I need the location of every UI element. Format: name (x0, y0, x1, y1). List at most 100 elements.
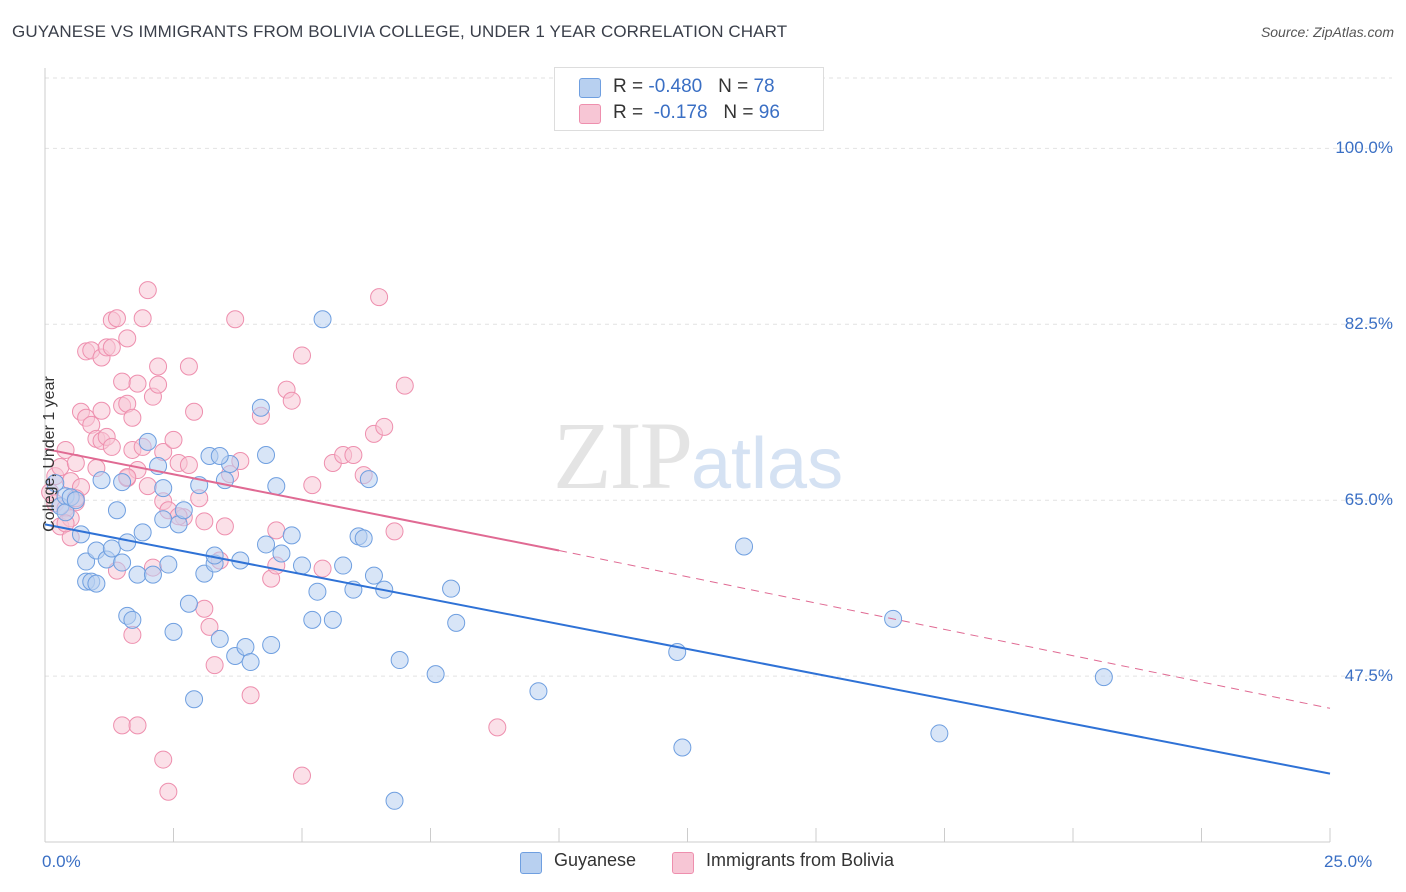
point-bolivia (267, 521, 286, 540)
point-bolivia (179, 357, 198, 376)
point-bolivia (123, 625, 142, 644)
point-guyanese (241, 653, 260, 672)
trendline-bolivia (44, 447, 560, 552)
point-bolivia (205, 656, 224, 675)
r-label: R = (613, 102, 649, 123)
legend-label-bolivia: Immigrants from Bolivia (706, 850, 895, 870)
point-bolivia (293, 346, 311, 365)
point-guyanese (282, 526, 301, 545)
point-guyanese (308, 582, 327, 601)
legend-row-bolivia: R = -0.178 N = 96 (613, 102, 780, 124)
point-bolivia (138, 281, 157, 300)
point-bolivia (370, 288, 389, 307)
point-guyanese (143, 565, 162, 584)
chart-title: GUYANESE VS IMMIGRANTS FROM BOLIVIA COLL… (12, 22, 788, 41)
point-guyanese (267, 477, 286, 496)
point-guyanese (447, 613, 466, 632)
correlation-legend: R = -0.480 N = 78 R = -0.178 N = 96 (554, 67, 824, 131)
point-guyanese (210, 629, 229, 648)
point-guyanese (138, 432, 157, 451)
y-tick-label: 65.0% (1344, 490, 1393, 510)
point-guyanese (930, 724, 949, 743)
point-bolivia (92, 401, 111, 420)
point-bolivia (488, 718, 507, 737)
point-bolivia (200, 617, 219, 636)
point-bolivia (303, 476, 322, 495)
n-label: N = (718, 76, 754, 97)
point-bolivia (344, 445, 363, 464)
point-guyanese (293, 556, 311, 575)
point-bolivia (123, 408, 142, 427)
point-guyanese (364, 566, 383, 585)
point-guyanese (390, 651, 409, 670)
x-tick-label-min: 0.0% (42, 852, 81, 871)
trendline-guyanese (44, 523, 1331, 775)
point-bolivia (293, 766, 311, 785)
n-label: N = (723, 102, 759, 123)
point-bolivia (102, 437, 121, 456)
point-guyanese (529, 682, 548, 701)
point-guyanese (66, 491, 85, 510)
point-bolivia (395, 376, 414, 395)
point-bolivia (215, 517, 234, 536)
point-guyanese (323, 610, 342, 629)
n-value: 78 (753, 76, 775, 97)
point-guyanese (257, 445, 276, 464)
point-guyanese (251, 398, 270, 417)
point-guyanese (87, 574, 106, 593)
r-value: -0.178 (653, 102, 708, 123)
point-bolivia (241, 686, 260, 705)
point-guyanese (359, 470, 378, 489)
point-guyanese (123, 610, 142, 629)
point-bolivia (149, 375, 168, 394)
r-label: R = (613, 76, 649, 97)
point-bolivia (149, 357, 168, 376)
y-axis-title: College, Under 1 year (41, 376, 58, 532)
point-guyanese (46, 474, 65, 493)
legend-row-guyanese: R = -0.480 N = 78 (613, 76, 775, 98)
point-guyanese (113, 473, 132, 492)
point-bolivia (226, 310, 245, 329)
point-bolivia (133, 309, 152, 328)
guyanese-legend-swatch (520, 852, 542, 874)
point-guyanese (154, 479, 173, 498)
point-bolivia (159, 782, 178, 801)
point-guyanese (164, 622, 183, 641)
point-bolivia (113, 372, 132, 391)
point-guyanese (107, 501, 126, 520)
point-bolivia (118, 329, 137, 348)
point-guyanese (303, 610, 322, 629)
point-bolivia (185, 402, 204, 421)
point-bolivia (195, 599, 214, 618)
point-guyanese (354, 529, 373, 548)
watermark-zip: ZIP (553, 402, 693, 509)
point-bolivia (154, 750, 173, 769)
watermark: ZIPatlas (553, 400, 843, 511)
point-guyanese (262, 635, 281, 654)
point-guyanese (133, 523, 152, 542)
point-guyanese (313, 310, 332, 329)
point-guyanese (92, 471, 111, 490)
point-guyanese (272, 544, 291, 563)
point-guyanese (442, 579, 461, 598)
point-bolivia (102, 338, 121, 357)
point-guyanese (159, 555, 178, 574)
point-bolivia (113, 716, 132, 735)
guyanese-swatch (579, 78, 601, 98)
point-guyanese (154, 510, 173, 529)
point-guyanese (179, 594, 198, 613)
bolivia-legend-swatch (672, 852, 694, 874)
legend-item-guyanese: Guyanese (520, 850, 636, 874)
bolivia-swatch (579, 104, 601, 124)
point-guyanese (334, 556, 353, 575)
point-guyanese (735, 537, 754, 556)
y-tick-label: 100.0% (1335, 138, 1393, 158)
point-guyanese (210, 446, 229, 465)
point-guyanese (236, 637, 255, 656)
point-bolivia (313, 559, 332, 578)
watermark-atlas: atlas (691, 424, 844, 504)
point-bolivia (164, 430, 183, 449)
point-guyanese (185, 690, 204, 709)
y-tick-label: 47.5% (1344, 666, 1393, 686)
